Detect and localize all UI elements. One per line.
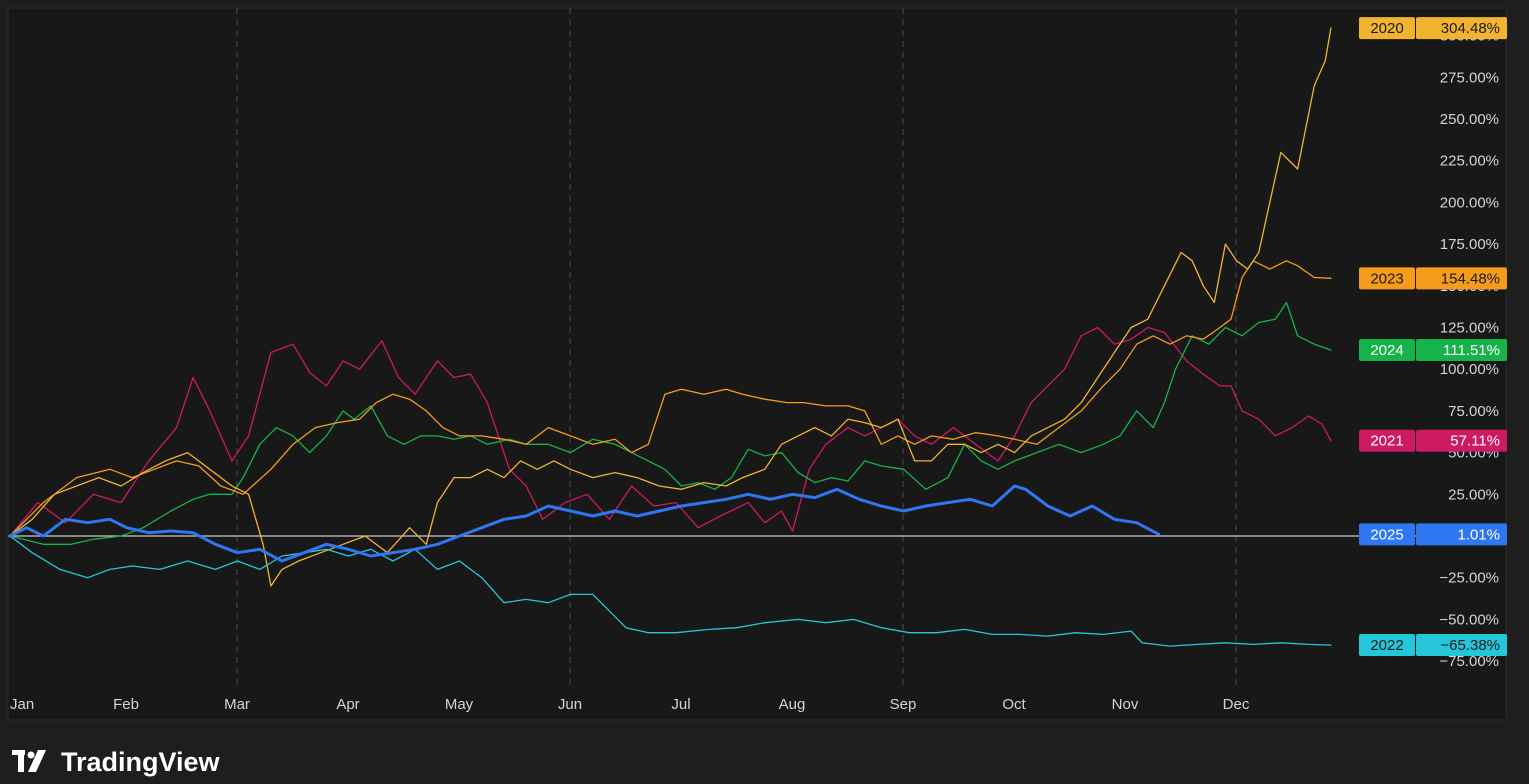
- badge-value-bg: [1416, 634, 1507, 657]
- badge-value-bg: [1416, 339, 1507, 362]
- y-tick-label: −75.00%: [1439, 653, 1499, 670]
- value-badge-2022: 2022 −65.38%: [1359, 634, 1507, 657]
- badge-year-label: 2024: [1370, 342, 1403, 359]
- tradingview-logo-icon: [12, 750, 46, 772]
- x-tick-label: Mar: [224, 696, 250, 713]
- y-tick-label: 125.00%: [1440, 320, 1499, 337]
- y-tick-label: 275.00%: [1440, 69, 1499, 86]
- y-tick-label: 75.00%: [1448, 403, 1499, 420]
- badge-year-label: 2025: [1370, 526, 1403, 543]
- series-value-badges: 2020 304.48% 2023 154.48% 2024 111.51% 2021 57.…: [1359, 17, 1507, 657]
- badge-year-bg: [1359, 634, 1415, 657]
- badge-year-label: 2020: [1370, 20, 1403, 37]
- badge-year-bg: [1359, 17, 1415, 40]
- badge-value-label: −65.38%: [1440, 637, 1500, 654]
- y-tick-label: 100.00%: [1440, 361, 1499, 378]
- y-tick-label: 25.00%: [1448, 486, 1499, 503]
- x-tick-label: May: [445, 696, 474, 713]
- badge-year-bg: [1359, 267, 1415, 290]
- badge-year-label: 2021: [1370, 433, 1403, 450]
- y-tick-label: 250.00%: [1440, 111, 1499, 128]
- y-tick-label: 200.00%: [1440, 194, 1499, 211]
- badge-value-label: 1.01%: [1457, 526, 1500, 543]
- y-tick-label: −25.00%: [1439, 570, 1499, 587]
- x-tick-label: Dec: [1223, 696, 1250, 713]
- badge-value-bg: [1416, 523, 1507, 546]
- series-line-2024: [9, 301, 1332, 545]
- x-tick-label: Nov: [1112, 696, 1139, 713]
- grid-lines: [236, 8, 1237, 690]
- badge-year-label: 2022: [1370, 637, 1403, 654]
- y-tick-label: −50.00%: [1439, 611, 1499, 628]
- x-tick-label: Oct: [1002, 696, 1026, 713]
- badge-value-label: 154.48%: [1441, 270, 1500, 287]
- value-badge-2021: 2021 57.11%: [1359, 429, 1507, 452]
- series-line-2025: [8, 484, 1161, 563]
- x-axis: Jan Feb Mar Apr May Jun Jul Aug Sep Oct Nov Dec: [10, 696, 1250, 713]
- value-badge-2025: 2025 1.01%: [1359, 523, 1507, 546]
- badge-value-label: 111.51%: [1443, 342, 1500, 359]
- x-tick-label: Jan: [10, 696, 34, 713]
- badge-year-bg: [1359, 339, 1415, 362]
- tradingview-logo[interactable]: TradingView: [12, 747, 221, 777]
- series-line-2021: [9, 326, 1332, 537]
- y-tick-label: 225.00%: [1440, 153, 1499, 170]
- value-badge-2023: 2023 154.48%: [1359, 267, 1507, 290]
- badge-value-bg: [1416, 17, 1507, 40]
- y-tick-label: 175.00%: [1440, 236, 1499, 253]
- x-tick-label: Apr: [336, 696, 359, 713]
- badge-year-label: 2023: [1370, 270, 1403, 287]
- tradingview-logo-text: TradingView: [61, 747, 221, 777]
- value-badge-2024: 2024 111.51%: [1359, 339, 1507, 362]
- badge-value-bg: [1416, 267, 1507, 290]
- series-line-2022: [9, 535, 1332, 647]
- badge-value-label: 304.48%: [1441, 20, 1500, 37]
- x-tick-label: Feb: [113, 696, 139, 713]
- series-line-2020: [9, 27, 1332, 587]
- value-badge-2020: 2020 304.48%: [1359, 17, 1507, 40]
- badge-year-bg: [1359, 429, 1415, 452]
- series-line-2023: [9, 260, 1332, 537]
- plot-area: [7, 7, 1507, 721]
- badge-value-bg: [1416, 429, 1507, 452]
- y-axis: −75.00%−50.00%−25.00%25.00%50.00%75.00%1…: [1439, 28, 1499, 670]
- x-tick-label: Jul: [671, 696, 690, 713]
- series-lines: [8, 27, 1332, 647]
- badge-value-label: 57.11%: [1450, 433, 1500, 450]
- x-tick-label: Jun: [558, 696, 582, 713]
- x-tick-label: Sep: [890, 696, 917, 713]
- badge-year-bg: [1359, 523, 1415, 546]
- x-tick-label: Aug: [779, 696, 806, 713]
